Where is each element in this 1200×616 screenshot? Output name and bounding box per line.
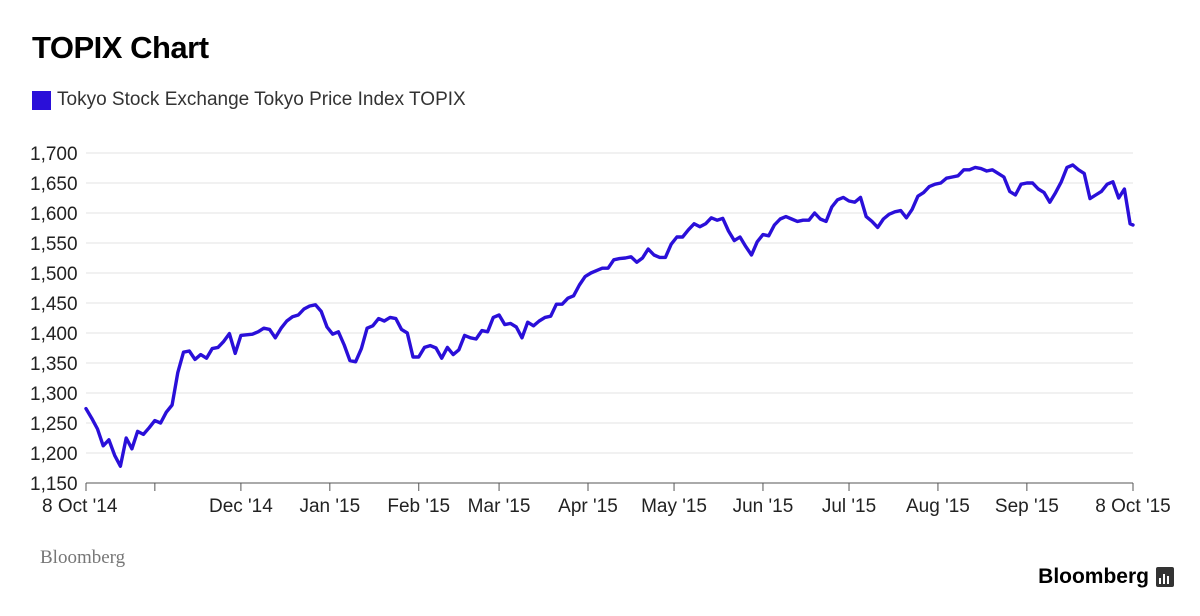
source-note: Bloomberg	[40, 547, 126, 568]
series-line-topix	[84, 163, 1135, 468]
y-tick-label: 1,500	[30, 264, 78, 285]
bloomberg-mark-icon	[1156, 567, 1174, 587]
x-tick-label: 8 Oct '14	[42, 496, 118, 517]
y-tick-label: 1,150	[30, 474, 78, 495]
x-tick-label: May '15	[641, 496, 707, 517]
x-tick-label: Jan '15	[299, 496, 360, 517]
y-tick-label: 1,250	[30, 414, 78, 435]
x-tick-label: Aug '15	[906, 496, 970, 517]
x-tick-label: Jun '15	[733, 496, 794, 517]
x-tick-label: Jul '15	[822, 496, 876, 517]
chart-title: TOPIX Chart	[32, 30, 209, 65]
y-tick-label: 1,300	[30, 384, 78, 405]
y-tick-label: 1,450	[30, 294, 78, 315]
y-tick-label: 1,400	[30, 324, 78, 345]
y-tick-label: 1,700	[30, 144, 78, 165]
x-tick-label: Feb '15	[387, 496, 450, 517]
y-tick-label: 1,600	[30, 204, 78, 225]
x-tick-label: Sep '15	[995, 496, 1059, 517]
legend-label: Tokyo Stock Exchange Tokyo Price Index T…	[57, 89, 466, 110]
legend: Tokyo Stock Exchange Tokyo Price Index T…	[32, 89, 466, 111]
x-tick-label: Apr '15	[558, 496, 618, 517]
y-tick-label: 1,650	[30, 174, 78, 195]
x-tick-label: 8 Oct '15	[1095, 496, 1170, 517]
x-tick-label: Mar '15	[468, 496, 531, 517]
x-tick-label: Dec '14	[209, 496, 273, 517]
y-tick-label: 1,550	[30, 234, 78, 255]
y-tick-label: 1,350	[30, 354, 78, 375]
bloomberg-logo: Bloomberg	[1038, 565, 1174, 589]
y-tick-label: 1,200	[30, 444, 78, 465]
legend-swatch	[32, 90, 51, 110]
logo-text: Bloomberg	[1038, 565, 1149, 588]
